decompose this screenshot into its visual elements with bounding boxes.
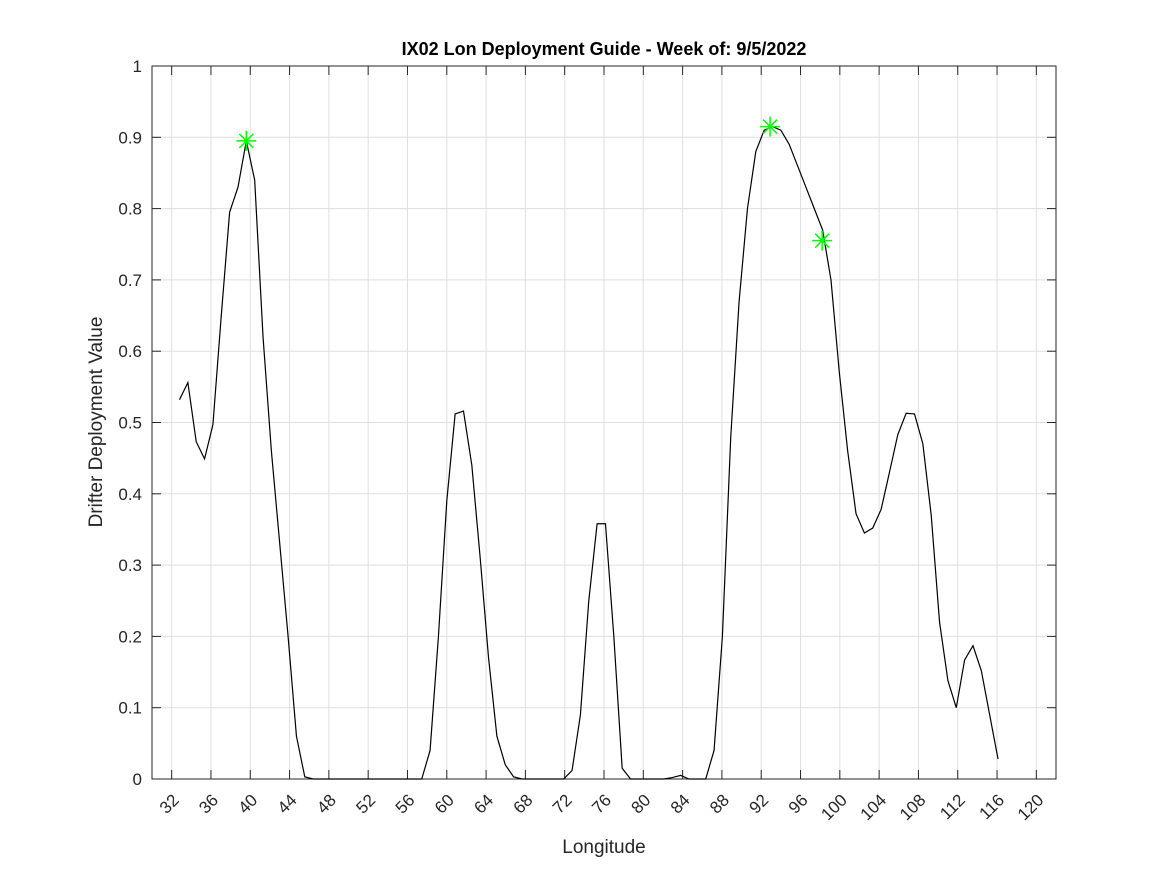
y-tick-label: 0	[133, 770, 142, 789]
y-tick-label: 1	[133, 57, 142, 76]
y-tick-label: 0.6	[118, 342, 142, 361]
highlight-marker	[812, 230, 833, 251]
y-tick-label: 0.3	[118, 556, 142, 575]
y-tick-label: 0.1	[118, 699, 142, 718]
y-tick-label: 0.8	[118, 200, 142, 219]
y-tick-label: 0.5	[118, 414, 142, 433]
y-tick-label: 0.4	[118, 485, 142, 504]
highlight-marker	[236, 130, 257, 151]
chart-title: IX02 Lon Deployment Guide - Week of: 9/5…	[402, 39, 807, 59]
marker-stroke	[238, 133, 254, 149]
x-axis-label: Longitude	[562, 837, 645, 858]
data-line	[178, 125, 999, 780]
marker-stroke	[762, 119, 778, 135]
y-tick-label: 0.7	[118, 271, 142, 290]
highlight-marker	[760, 116, 781, 137]
y-tick-label: 0.9	[118, 128, 142, 147]
marker-stroke	[814, 233, 830, 249]
y-axis-label: Drifter Deployment Value	[86, 317, 107, 528]
axes-box	[151, 65, 1057, 780]
y-tick-label: 0.2	[118, 627, 142, 646]
